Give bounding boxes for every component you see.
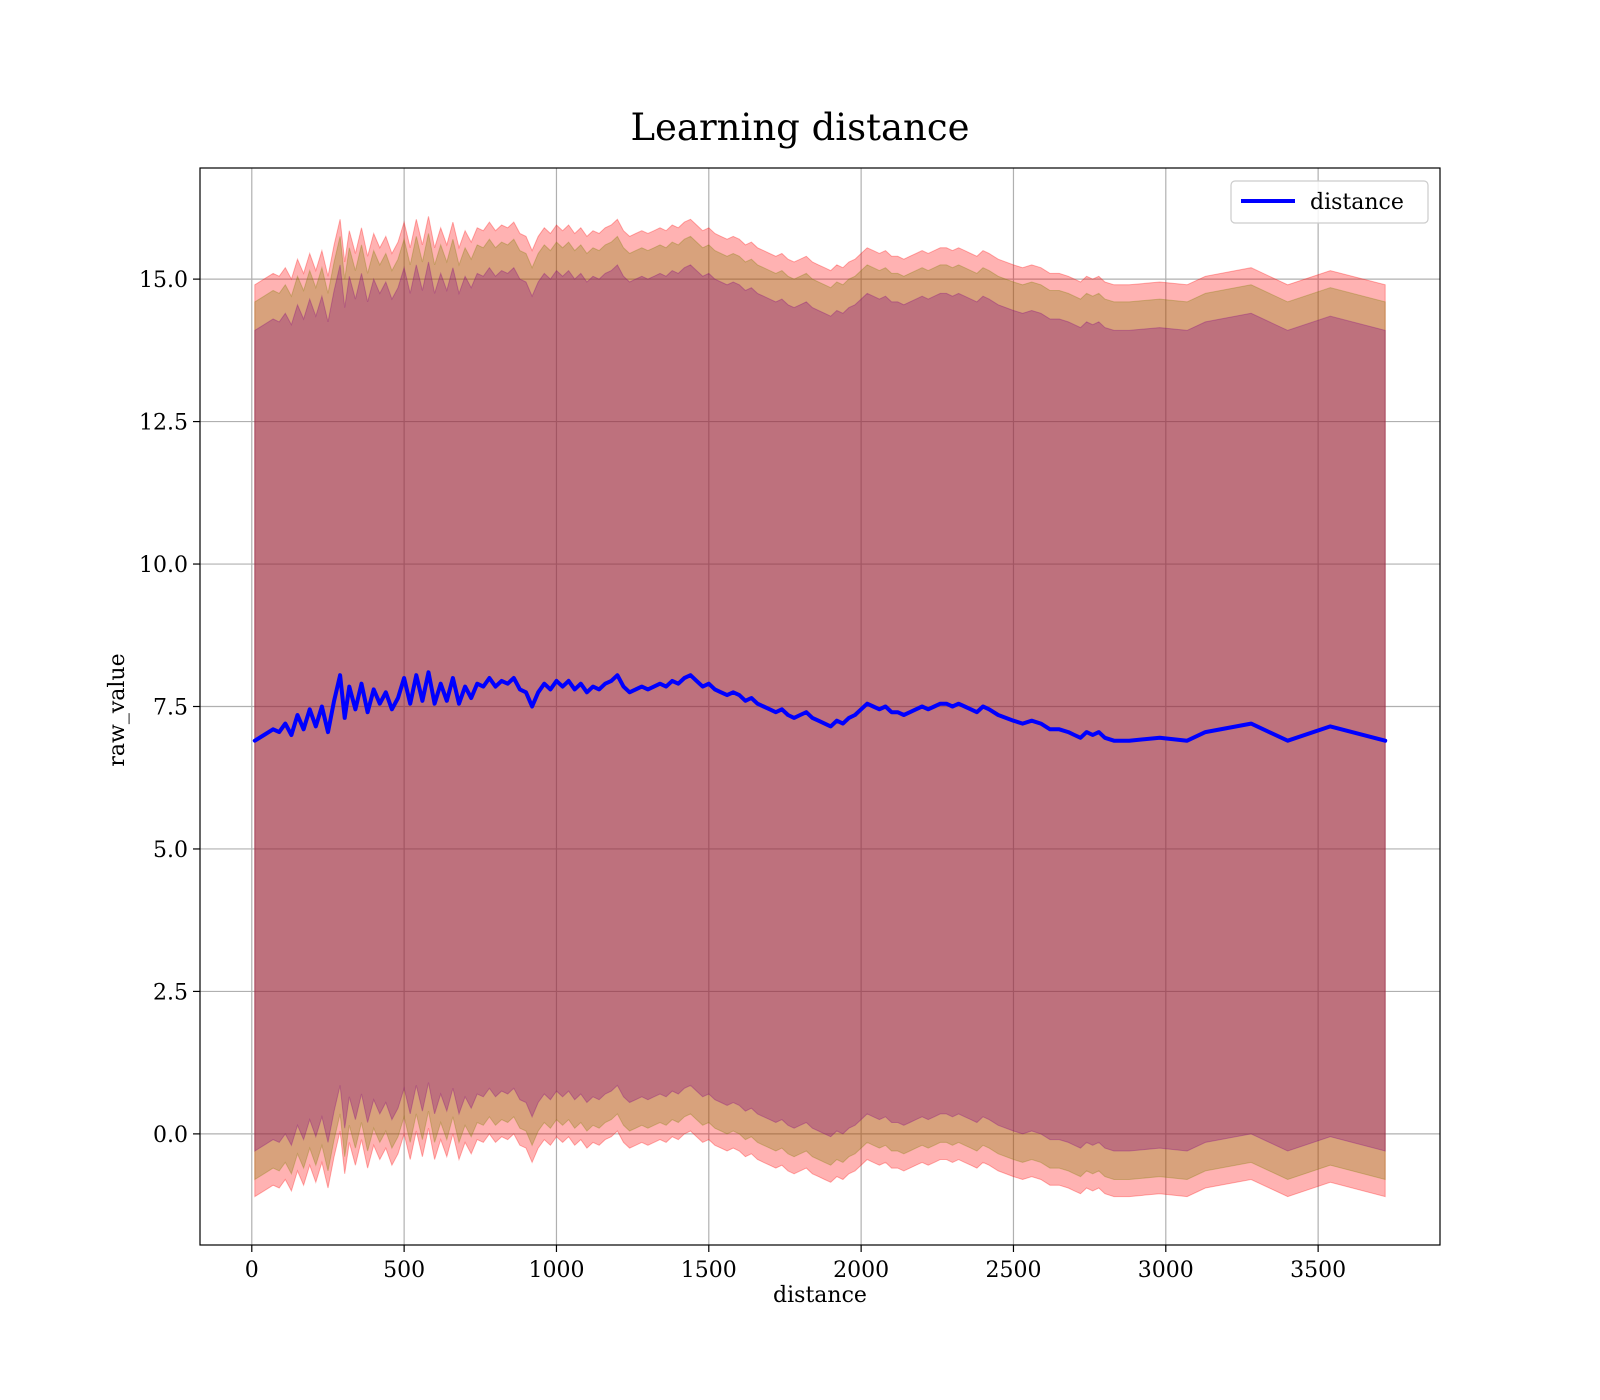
confidence-band-middle [254, 233, 1386, 1181]
x-tick-label: 0 [245, 1258, 259, 1283]
legend-box [1230, 180, 1429, 224]
y-tick-label: 0.0 [153, 1123, 188, 1148]
x-tick-label: 3500 [1290, 1258, 1346, 1283]
y-tick-label: 12.5 [139, 411, 188, 436]
y-tick-label: 10.0 [139, 553, 188, 578]
x-tick-label: 1500 [681, 1258, 737, 1283]
y-tick-label: 15.0 [139, 268, 188, 293]
confidence-band-outer [254, 216, 1386, 1198]
x-tick-label: 500 [383, 1258, 425, 1283]
x-axis-ticks: 0 500 1000 1500 2000 2500 3000 3500 [245, 1245, 1346, 1283]
confidence-band-inner [254, 261, 1386, 1152]
legend-label-distance: distance [1310, 190, 1404, 215]
y-axis-label: raw_value [105, 653, 130, 766]
x-axis-label: distance [773, 1283, 867, 1308]
x-tick-label: 2000 [833, 1258, 889, 1283]
y-tick-label: 7.5 [153, 696, 188, 721]
x-tick-label: 1000 [528, 1258, 584, 1283]
series-lines [252, 670, 1388, 743]
y-tick-label: 2.5 [153, 980, 188, 1005]
y-tick-label: 5.0 [153, 838, 188, 863]
series-line-distance [252, 670, 1388, 743]
x-tick-label: 3000 [1138, 1258, 1194, 1283]
confidence-bands [254, 216, 1386, 1198]
x-tick-label: 2500 [985, 1258, 1041, 1283]
y-axis-ticks: 0.0 2.5 5.0 7.5 10.0 12.5 15.0 [139, 268, 200, 1148]
chart-title: Learning distance [630, 106, 969, 149]
grid [200, 168, 1440, 1245]
legend: distance [1230, 180, 1429, 224]
